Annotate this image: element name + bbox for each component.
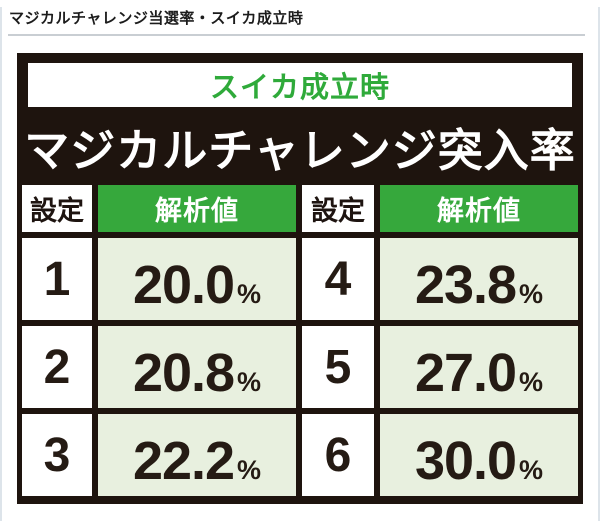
value-number: 20.0 [132,255,235,315]
value-unit: % [519,279,544,309]
table-title: マジカルチャレンジ突入率 [24,124,576,176]
header-value-right: 解析値 [380,185,578,232]
value-number: 23.8 [414,255,517,315]
header-setting-right: 設定 [302,185,374,232]
table-subtitle-strip: スイカ成立時 [28,63,572,107]
value-unit: % [519,455,544,485]
rate-table: 設定 解析値 設定 解析値 1 20.0 % 4 23.8 % 2 20.8 %… [22,185,578,496]
value-number: 20.8 [132,343,235,403]
setting-4: 4 [302,238,374,320]
value-setting-6: 30.0 % [380,414,578,496]
value-setting-4: 23.8 % [380,238,578,320]
setting-1: 1 [22,238,92,320]
value-unit: % [237,279,262,309]
setting-6: 6 [302,414,374,496]
header-value-left: 解析値 [98,185,296,232]
setting-5: 5 [302,326,374,408]
title-divider [8,34,585,36]
page: マジカルチャレンジ当選率・スイカ成立時 スイカ成立時 マジカルチャレンジ突入率 … [0,7,600,521]
setting-2: 2 [22,326,92,408]
value-unit: % [519,367,544,397]
value-number: 27.0 [414,343,517,403]
setting-3: 3 [22,414,92,496]
value-setting-2: 20.8 % [98,326,296,408]
value-setting-5: 27.0 % [380,326,578,408]
value-number: 22.2 [132,431,235,491]
table-subtitle: スイカ成立時 [209,72,390,104]
value-number: 30.0 [414,431,517,491]
value-setting-1: 20.0 % [98,238,296,320]
page-title: マジカルチャレンジ当選率・スイカ成立時 [9,10,304,27]
value-unit: % [237,455,262,485]
value-setting-3: 22.2 % [98,414,296,496]
value-unit: % [237,367,262,397]
rate-table-panel: スイカ成立時 マジカルチャレンジ突入率 設定 解析値 設定 解析値 1 20.0… [17,53,583,504]
header-setting-left: 設定 [22,185,92,232]
